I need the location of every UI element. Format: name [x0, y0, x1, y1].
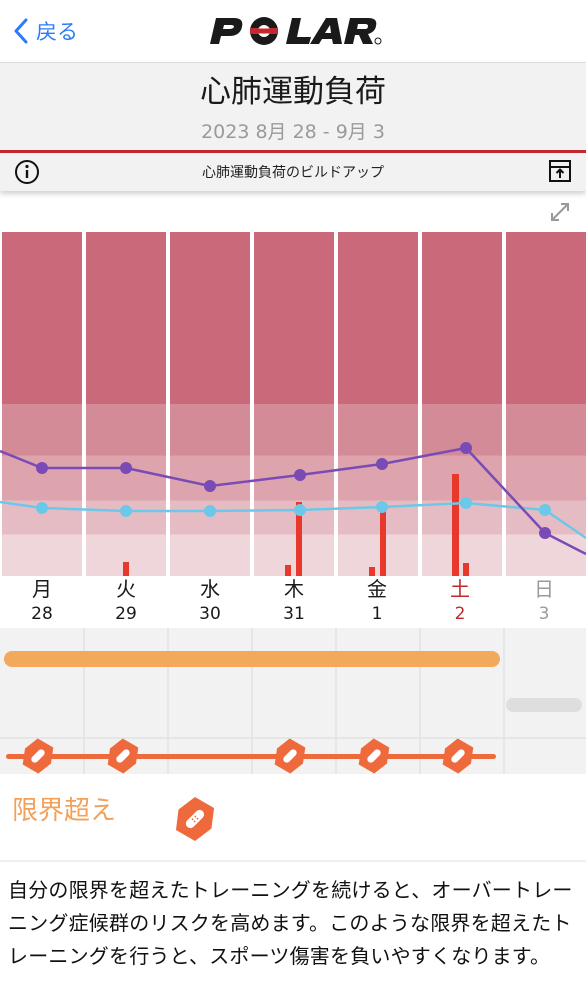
bandage-icon [107, 738, 139, 774]
day-labels: 月 28 火 29 水 30 木 31 金 1 土 2 日 3 [0, 576, 586, 628]
status-timeline [0, 628, 586, 774]
day-number: 28 [31, 604, 53, 624]
day-label[interactable]: 木 31 [259, 576, 329, 626]
bandage-icon [442, 738, 474, 774]
cardio-load-chart [0, 232, 586, 576]
tolerance-point [36, 502, 48, 514]
strain-point [36, 462, 48, 474]
zone-column [86, 232, 166, 576]
zone-column [254, 232, 334, 576]
tolerance-point [539, 504, 551, 516]
weekday: 火 [116, 577, 136, 601]
status-period-bar [4, 651, 500, 667]
zone-column [422, 232, 502, 576]
overreach-track [6, 754, 496, 759]
zone-column [2, 232, 82, 576]
weekday: 水 [200, 577, 220, 601]
training-bar [380, 506, 386, 576]
zone-column [170, 232, 250, 576]
strain-point [294, 469, 306, 481]
strain-point [539, 527, 551, 539]
strain-point [460, 442, 472, 454]
zone-columns [2, 232, 586, 576]
tolerance-point [294, 504, 306, 516]
day-label[interactable]: 火 29 [91, 576, 161, 626]
strain-point [204, 480, 216, 492]
training-bar [296, 502, 302, 576]
export-icon[interactable] [548, 159, 572, 183]
status-description: 自分の限界を超えたトレーニングを続けると、オーバートレーニング症候群のリスクを高… [8, 878, 573, 968]
bandage-icon [22, 738, 54, 774]
day-label[interactable]: 水 30 [175, 576, 245, 626]
divider [0, 860, 586, 862]
chevron-left-icon [14, 18, 28, 44]
tolerance-point [120, 505, 132, 517]
accent-divider [0, 150, 586, 153]
weekday: 木 [284, 577, 304, 601]
top-nav-bar: 戻る [0, 0, 586, 62]
chart-toolbar: 心肺運動負荷のビルドアップ [0, 153, 586, 191]
page-title: 心肺運動負荷 [200, 74, 386, 110]
tolerance-points [36, 497, 551, 517]
day-number: 29 [115, 604, 137, 624]
zone-column [338, 232, 418, 576]
day-label[interactable]: 月 28 [7, 576, 77, 626]
bandage-icon [175, 797, 215, 841]
bandage-icons [22, 738, 474, 774]
day-number: 2 [454, 604, 466, 624]
date-range: 2023 8月 28 - 9月 3 [201, 121, 385, 143]
weekday: 日 [534, 577, 554, 601]
training-bars [123, 474, 469, 576]
strain-point [120, 462, 132, 474]
weekday: 金 [367, 577, 387, 601]
bandage-icon [274, 738, 306, 774]
day-label[interactable]: 日 3 [509, 576, 579, 626]
back-label: 戻る [36, 20, 78, 44]
weekday: 土 [450, 577, 470, 601]
training-bar [285, 565, 291, 576]
status-title: 限界超え [12, 796, 117, 826]
info-icon[interactable] [14, 159, 40, 185]
polar-logo [210, 17, 382, 45]
day-number: 31 [283, 604, 305, 624]
toolbar-label: 心肺運動負荷のビルドアップ [202, 165, 384, 181]
bandage-icon [358, 738, 390, 774]
page-header [0, 62, 586, 151]
status-period-bar-empty [506, 698, 582, 712]
zone-column [506, 232, 586, 576]
training-bar [463, 563, 469, 576]
day-number: 30 [199, 604, 221, 624]
training-bar [369, 567, 375, 576]
weekday: 月 [32, 577, 52, 601]
expand-icon[interactable] [548, 200, 572, 224]
strain-points [36, 442, 551, 539]
tolerance-point [204, 505, 216, 517]
day-label[interactable]: 土 2 [425, 576, 495, 626]
day-number: 1 [371, 604, 383, 624]
training-bar [123, 562, 129, 576]
tolerance-point [460, 497, 472, 509]
back-button[interactable]: 戻る [14, 14, 78, 48]
strain-point [376, 458, 388, 470]
day-label[interactable]: 金 1 [342, 576, 412, 626]
tolerance-point [376, 501, 388, 513]
day-number: 3 [538, 604, 550, 624]
training-bar [452, 474, 459, 576]
